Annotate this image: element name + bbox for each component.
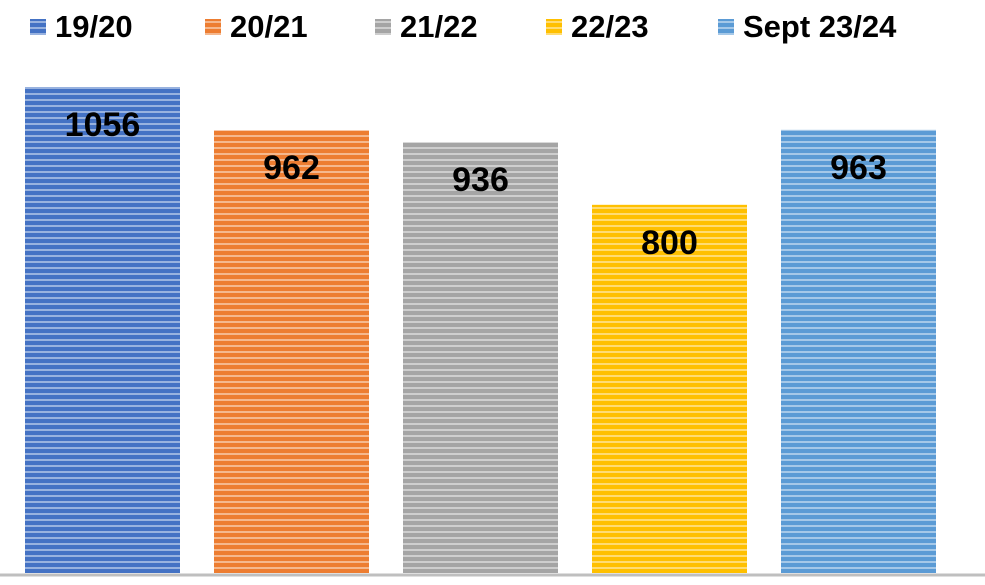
legend-label: 19/20 — [55, 9, 133, 44]
legend-swatch — [375, 19, 391, 35]
bar — [403, 142, 558, 573]
data-label: 1056 — [65, 106, 141, 144]
legend-label: Sept 23/24 — [743, 9, 897, 44]
bar — [592, 204, 747, 573]
bar — [781, 129, 936, 573]
legend-label: 20/21 — [230, 9, 308, 44]
legend-swatch — [30, 19, 46, 35]
bar — [214, 130, 369, 574]
legend-label: 22/23 — [571, 9, 649, 44]
legend-label: 21/22 — [400, 9, 478, 44]
data-label: 962 — [263, 149, 320, 187]
legend-swatch — [205, 19, 221, 35]
legend-swatch — [546, 19, 562, 35]
legend-swatch — [718, 19, 734, 35]
data-label: 963 — [830, 149, 887, 187]
data-label: 800 — [641, 224, 698, 262]
data-label: 936 — [452, 161, 509, 199]
bar — [25, 87, 180, 573]
